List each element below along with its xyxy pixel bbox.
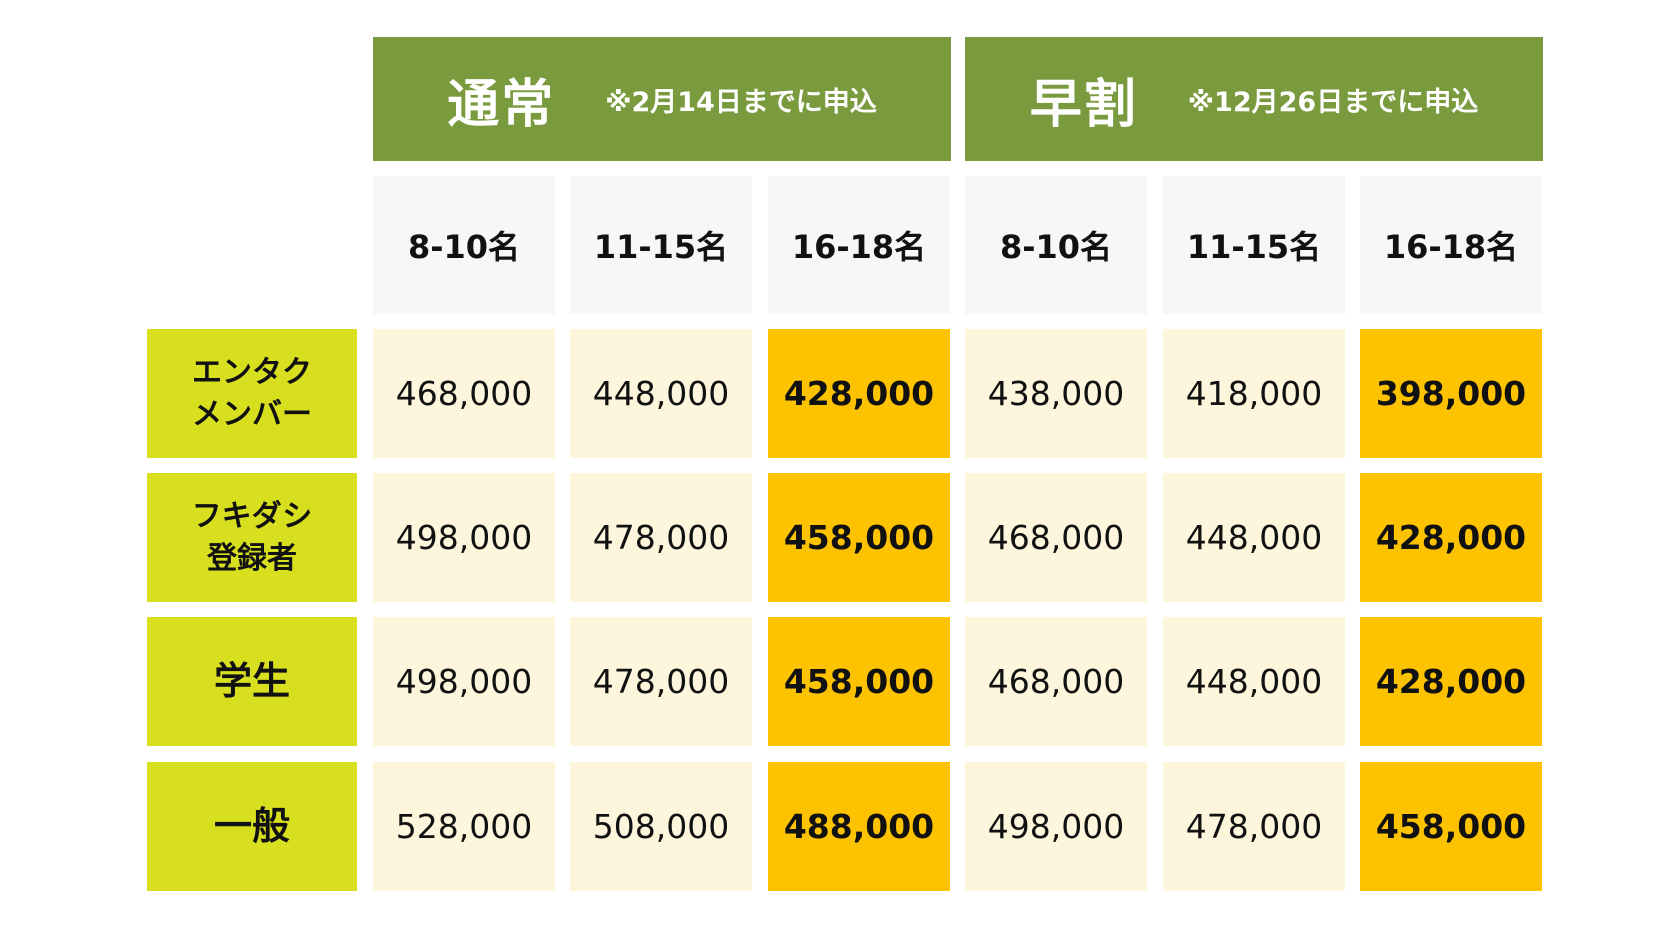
size-header: 8-10名 — [373, 176, 555, 314]
price-cell: 468,000 — [965, 473, 1147, 602]
price-cell: 478,000 — [570, 617, 752, 746]
row-label-entaku-member: エンタク メンバー — [147, 329, 357, 458]
price-cell-highlight: 458,000 — [768, 473, 950, 602]
group-title: 早割 — [1029, 74, 1138, 135]
row-label-line: メンバー — [192, 396, 312, 432]
price-cell: 498,000 — [373, 473, 555, 602]
price-cell-highlight: 428,000 — [1360, 473, 1542, 602]
size-header: 11-15名 — [1163, 176, 1345, 314]
price-cell: 438,000 — [965, 329, 1147, 458]
row-label-student: 学生 — [147, 617, 357, 746]
price-cell: 418,000 — [1163, 329, 1345, 458]
row-label-line: 登録者 — [207, 540, 297, 576]
row-label-fukidashi-registrant: フキダシ 登録者 — [147, 473, 357, 602]
price-cell: 478,000 — [1163, 762, 1345, 891]
group-title: 通常 — [447, 74, 556, 135]
price-cell-highlight: 428,000 — [768, 329, 950, 458]
price-cell: 448,000 — [1163, 473, 1345, 602]
row-label-line: フキダシ — [191, 498, 313, 534]
price-cell-highlight: 458,000 — [1360, 762, 1542, 891]
price-cell: 508,000 — [570, 762, 752, 891]
price-cell-highlight: 398,000 — [1360, 329, 1542, 458]
price-cell: 478,000 — [570, 473, 752, 602]
price-cell: 528,000 — [373, 762, 555, 891]
price-cell: 468,000 — [373, 329, 555, 458]
price-cell-highlight: 428,000 — [1360, 617, 1542, 746]
group-deadline-note: ※2月14日までに申込 — [605, 86, 877, 118]
row-label-general: 一般 — [147, 762, 357, 891]
size-header: 16-18名 — [1360, 176, 1542, 314]
size-header: 8-10名 — [965, 176, 1147, 314]
group-header-regular: 通常 ※2月14日までに申込 — [373, 37, 951, 161]
row-label-line: エンタク — [192, 354, 312, 390]
price-cell: 448,000 — [1163, 617, 1345, 746]
price-cell: 468,000 — [965, 617, 1147, 746]
size-header: 16-18名 — [768, 176, 950, 314]
size-header: 11-15名 — [570, 176, 752, 314]
group-deadline-note: ※12月26日までに申込 — [1187, 86, 1479, 118]
price-cell-highlight: 488,000 — [768, 762, 950, 891]
price-cell-highlight: 458,000 — [768, 617, 950, 746]
price-cell: 448,000 — [570, 329, 752, 458]
price-cell: 498,000 — [965, 762, 1147, 891]
price-cell: 498,000 — [373, 617, 555, 746]
group-header-early: 早割 ※12月26日までに申込 — [965, 37, 1543, 161]
